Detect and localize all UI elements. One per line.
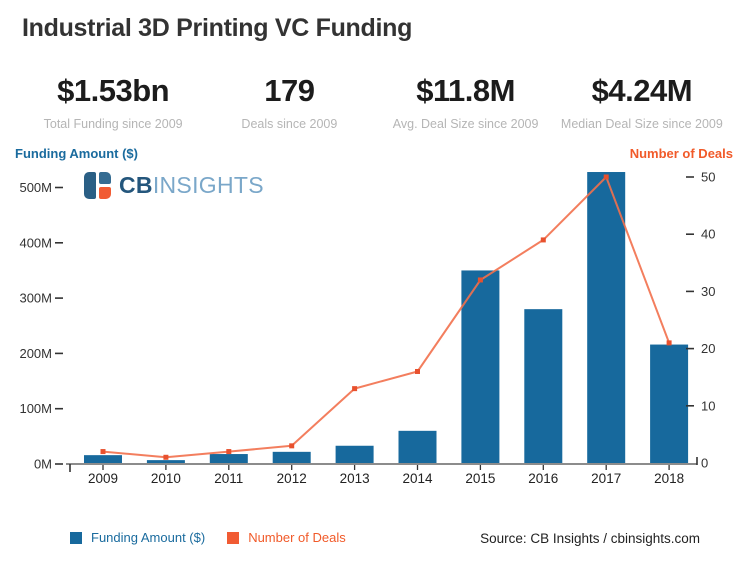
funding-bar-2011 xyxy=(209,454,248,464)
x-axis-label-2012: 2012 xyxy=(277,471,307,486)
x-axis-label-2015: 2015 xyxy=(465,471,495,486)
x-axis-label-2018: 2018 xyxy=(654,471,684,486)
deals-legend-swatch xyxy=(227,531,240,544)
stat-caption: Total Funding since 2009 xyxy=(43,117,183,131)
deals-marker-2015 xyxy=(477,277,483,283)
right-axis-tick-label: 0 xyxy=(701,456,708,471)
funding-bar-2016 xyxy=(524,309,563,464)
right-axis-tick-label: 50 xyxy=(701,170,715,185)
x-axis-label-2013: 2013 xyxy=(340,471,370,486)
page-title: Industrial 3D Printing VC Funding xyxy=(22,14,413,42)
deals-marker-2016 xyxy=(540,237,546,243)
left-axis-tick-label: 300M xyxy=(19,291,52,306)
stats-row: $1.53bn Total Funding since 2009 179 Dea… xyxy=(25,73,730,131)
stat-value: $4.24M xyxy=(591,73,693,108)
right-axis-title: Number of Deals xyxy=(629,146,733,161)
left-axis-tick-label: 400M xyxy=(19,235,52,250)
right-axis-tick-label: 10 xyxy=(701,398,715,413)
x-axis-label-2010: 2010 xyxy=(151,471,181,486)
funding-bar-2017 xyxy=(587,172,626,465)
deals-marker-2018 xyxy=(666,340,672,346)
stat-caption: Median Deal Size since 2009 xyxy=(560,117,723,131)
x-axis-label-2011: 2011 xyxy=(214,471,243,486)
funding-legend-swatch xyxy=(70,531,82,544)
funding-bar-2010 xyxy=(146,460,185,464)
x-axis-label-2014: 2014 xyxy=(402,471,433,486)
logo-icon-bottomright-block xyxy=(99,187,111,199)
stat-caption: Deals since 2009 xyxy=(241,117,338,131)
legend-item-funding: Funding Amount ($) xyxy=(70,530,205,545)
deals-marker-2017 xyxy=(603,174,609,180)
left-axis-tick-label: 500M xyxy=(19,180,52,195)
deals-marker-2009 xyxy=(100,449,106,455)
deals-marker-2014 xyxy=(415,368,420,374)
left-axis-tick-label: 0M xyxy=(34,457,52,472)
cbinsights-logo-text: CBINSIGHTS xyxy=(119,172,264,199)
funding-deals-chart: 2009 2010 2011 2012 2013 2014 2015 2016 2017 2018… xyxy=(19,170,715,487)
right-axis-tick-label: 40 xyxy=(701,227,715,242)
left-axis-tick-label: 200M xyxy=(19,346,52,361)
funding-bar-2014 xyxy=(398,430,437,464)
source-attribution: Source: CB Insights / cbinsights.com xyxy=(480,531,700,546)
right-axis-tick-label: 30 xyxy=(701,284,715,299)
legend-item-deals: Number of Deals xyxy=(227,530,346,545)
funding-bar-2013 xyxy=(335,445,374,464)
x-axis-label-2009: 2009 xyxy=(88,471,118,486)
left-axis-title: Funding Amount ($) xyxy=(15,146,138,161)
stat-value: 179 xyxy=(264,73,315,108)
right-axis-tick-label: 20 xyxy=(701,341,715,356)
chart-legend: Funding Amount ($) Number of Deals xyxy=(70,530,346,545)
deals-marker-2012 xyxy=(289,443,295,449)
deals-line xyxy=(102,176,671,459)
funding-bar-2015 xyxy=(461,270,500,464)
stat-value: $1.53bn xyxy=(57,73,170,108)
logo-icon-left-block xyxy=(84,172,96,199)
deals-marker-2013 xyxy=(352,386,358,392)
stat-total-funding: $1.53bn Total Funding since 2009 xyxy=(25,73,201,131)
deals-legend-label: Number of Deals xyxy=(248,530,346,545)
left-axis-tick-label: 100M xyxy=(19,401,52,416)
cbinsights-logo-icon xyxy=(84,172,111,199)
logo-text-insights: INSIGHTS xyxy=(152,172,264,198)
funding-legend-label: Funding Amount ($) xyxy=(91,530,206,545)
stat-avg-deal-size: $11.8M Avg. Deal Size since 2009 xyxy=(378,73,554,131)
logo-text-cb: CB xyxy=(119,172,153,198)
logo-icon-topright-block xyxy=(99,172,111,184)
cbinsights-logo: CBINSIGHTS xyxy=(84,172,264,199)
stat-deal-count: 179 Deals since 2009 xyxy=(201,73,377,131)
stat-caption: Avg. Deal Size since 2009 xyxy=(392,117,539,131)
x-axis-label-2017: 2017 xyxy=(591,471,621,486)
stat-value: $11.8M xyxy=(416,73,515,108)
funding-bar-2009 xyxy=(84,455,122,464)
deals-marker-2010 xyxy=(163,454,169,460)
stat-median-deal-size: $4.24M Median Deal Size since 2009 xyxy=(554,73,730,131)
x-axis-label-2016: 2016 xyxy=(528,471,558,486)
deals-marker-2011 xyxy=(226,449,232,455)
funding-bar-2018 xyxy=(650,344,689,464)
funding-bar-2012 xyxy=(272,451,311,464)
